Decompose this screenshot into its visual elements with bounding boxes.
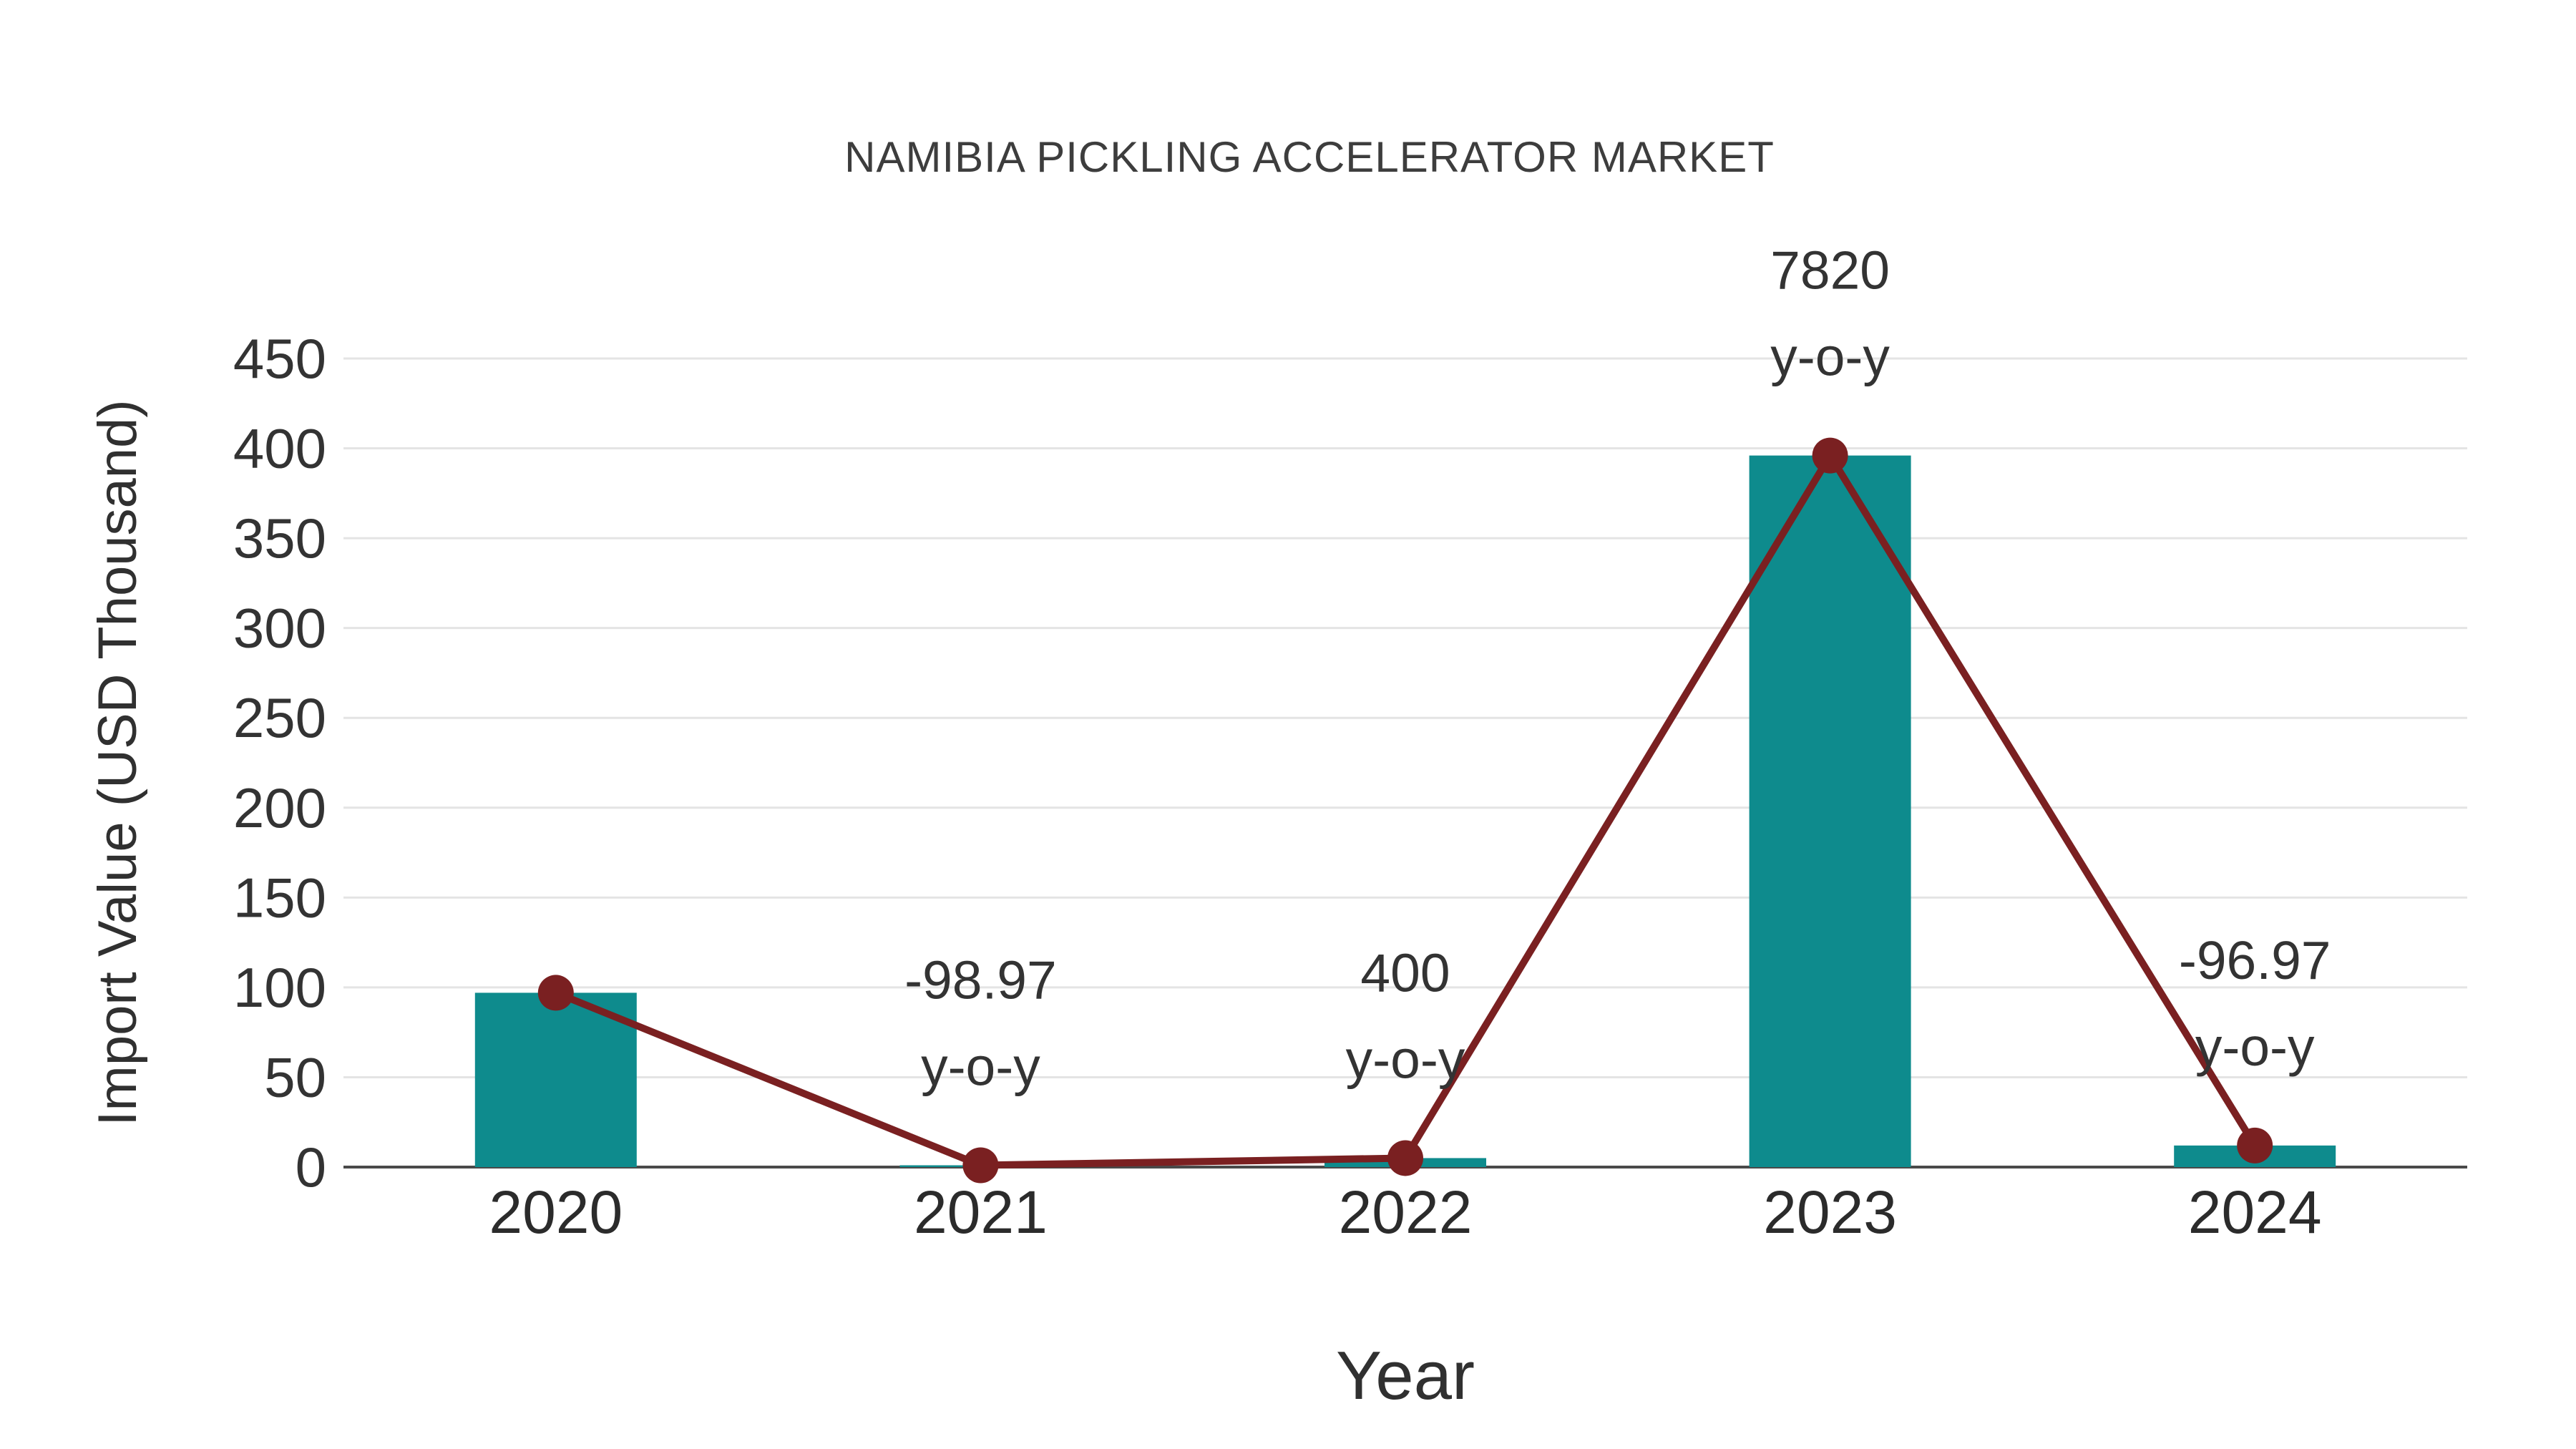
- y-tick-label-350: 350: [233, 507, 326, 570]
- y-tick-label-200: 200: [233, 776, 326, 839]
- marker-2021: [962, 1147, 999, 1184]
- grid-layer: [343, 357, 2467, 1169]
- line-layer: [537, 437, 2273, 1184]
- annotation-2021-yoy: y-o-y: [921, 1036, 1040, 1096]
- marker-2022: [1387, 1140, 1423, 1176]
- annotation-2024-yoy: y-o-y: [2195, 1017, 2315, 1077]
- y-tick-label-100: 100: [233, 956, 326, 1019]
- annotation-2022-value: 400: [1360, 942, 1450, 1002]
- marker-2024: [2237, 1127, 2273, 1163]
- y-tick-label-0: 0: [296, 1136, 326, 1199]
- annotation-2021-value: -98.97: [904, 950, 1057, 1010]
- y-tick-label-450: 450: [233, 327, 326, 390]
- annotation-2022-yoy: y-o-y: [1346, 1029, 1465, 1089]
- y-tick-label-300: 300: [233, 597, 326, 660]
- x-tick-label-2020: 2020: [489, 1179, 623, 1246]
- bar-2020: [474, 992, 637, 1167]
- bar-2023: [1749, 455, 1911, 1167]
- marker-2020: [537, 975, 574, 1011]
- annotation-2023-value: 7820: [1770, 240, 1890, 301]
- y-tick-label-150: 150: [233, 866, 326, 929]
- annotation-2023-yoy: y-o-y: [1770, 327, 1890, 387]
- bars-layer: [474, 455, 2336, 1167]
- y-tick-label-400: 400: [233, 417, 326, 480]
- annotations-layer: -98.97 y-o-y 400 y-o-y 7820 y-o-y -96.97 y-o-y: [904, 240, 2331, 1097]
- y-axis-label: Import Value (USD Thousand): [87, 399, 148, 1126]
- y-tick-label-250: 250: [233, 686, 326, 749]
- ticks-layer: 0 50 100 150 200 250 300 350 400 450 2020 2021 2022 2…: [233, 327, 2322, 1246]
- x-tick-label-2022: 2022: [1339, 1179, 1473, 1246]
- x-tick-label-2021: 2021: [914, 1179, 1048, 1246]
- annotation-2024-value: -96.97: [2179, 930, 2331, 990]
- x-tick-label-2023: 2023: [1763, 1179, 1897, 1246]
- marker-2023: [1812, 437, 1848, 474]
- y-tick-label-50: 50: [264, 1045, 326, 1108]
- chart-title: NAMIBIA PICKLING ACCELERATOR MARKET: [844, 133, 1775, 181]
- x-tick-label-2024: 2024: [2188, 1179, 2322, 1246]
- x-axis-label: Year: [1336, 1337, 1475, 1414]
